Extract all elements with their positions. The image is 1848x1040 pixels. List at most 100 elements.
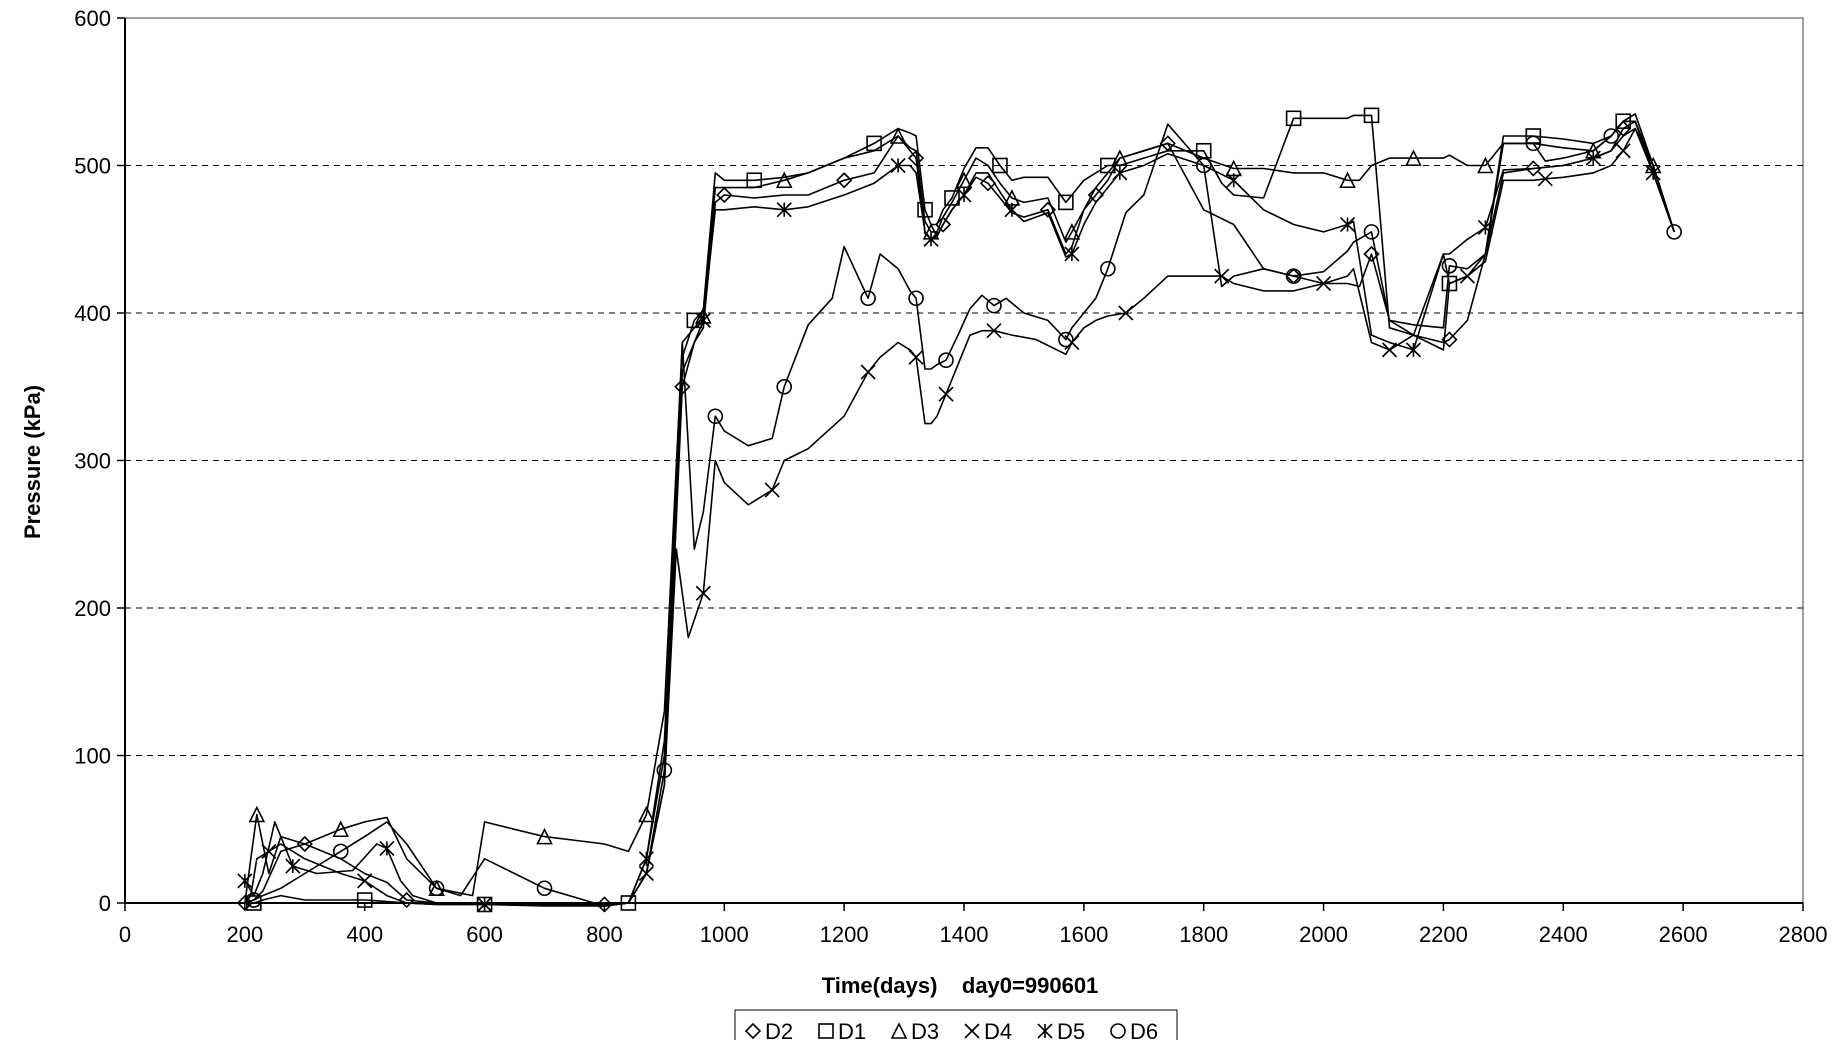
x-tick-label: 2400 [1539,922,1588,947]
legend-entry-D5: D5 [1037,1019,1085,1040]
x-tick-label: 1800 [1179,922,1228,947]
data-point-D4 [1118,305,1134,321]
series-line-D1 [244,113,1675,907]
data-point-D2 [836,172,853,189]
y-tick-label: 500 [74,154,111,179]
series-D6 [244,120,1682,908]
data-point-D1 [1363,107,1380,124]
y-tick-label: 600 [74,6,111,31]
y-tick-label: 0 [99,891,111,916]
x-tick-label: 200 [226,922,263,947]
y-tick-label: 300 [74,449,111,474]
series-line-D5 [244,127,1675,907]
data-point-D5 [379,840,395,856]
data-point-D4 [1316,275,1332,292]
data-point-D6 [332,843,349,860]
data-point-D1 [992,157,1008,174]
legend: D2 D1 D3 D4 D5 D6 [734,1009,1178,1040]
data-point-D6 [1666,224,1682,240]
legend-box [734,1009,1178,1040]
series-line-D3 [244,120,1675,904]
legend-label-D5: D5 [1057,1019,1085,1040]
x-tick-label: 2800 [1779,922,1828,947]
data-point-D3 [248,805,266,823]
data-point-D5 [1112,165,1128,181]
data-point-D1 [944,190,960,206]
data-point-D6 [986,297,1002,314]
x-axis-title: Time(days) day0=990601 [822,973,1099,998]
legend-label-D4: D4 [984,1019,1012,1040]
data-point-D6 [938,352,954,369]
y-axis-title: Pressure (kPa) [20,385,45,539]
legend-label-D3: D3 [911,1019,939,1040]
data-point-D4 [1615,143,1631,159]
legend-entry-D2: D2 [744,1019,793,1040]
data-point-D2 [674,378,691,395]
data-point-D6 [1363,224,1380,240]
x-tick-label: 1600 [1059,922,1108,947]
legend-entry-D3: D3 [890,1019,939,1040]
data-point-D5 [1064,246,1080,262]
series-D5 [237,127,1675,913]
y-tick-label: 100 [74,744,111,769]
data-point-D2 [398,891,415,909]
x-tick-label: 2000 [1299,922,1348,947]
data-point-D6 [1441,257,1458,274]
data-point-D1 [1441,275,1458,292]
data-point-D3 [1477,156,1494,174]
data-point-D3 [1063,223,1081,240]
data-point-D6 [1195,157,1212,174]
series-D2 [236,120,1675,913]
data-point-D6 [1603,128,1620,144]
series-D3 [244,120,1675,904]
data-point-D1 [620,895,637,911]
data-point-D5 [923,231,939,247]
legend-marker-D4 [964,1023,980,1039]
data-point-D2 [596,896,613,913]
data-point-D6 [776,378,793,395]
y-tick-label: 200 [74,596,111,621]
legend-entry-D6: D6 [1110,1019,1158,1040]
data-point-D5 [890,157,906,174]
data-point-D2 [716,186,733,204]
x-tick-label: 800 [586,922,623,947]
data-point-D5 [695,312,711,328]
data-point-D1 [1285,110,1302,127]
data-point-D5 [1405,342,1422,358]
data-point-D6 [908,290,924,307]
data-point-D4 [1381,342,1398,358]
data-point-D2 [1525,160,1542,177]
x-tick-label: 1400 [940,922,989,947]
legend-entry-D4: D4 [964,1019,1012,1040]
x-tick-label: 600 [466,922,503,947]
data-point-D6 [428,880,445,897]
data-point-D3 [1111,149,1129,166]
data-point-D6 [246,892,262,908]
data-point-D5 [285,858,301,874]
data-point-D5 [638,851,654,867]
x-tick-label: 2600 [1659,922,1708,947]
data-point-D5 [237,873,253,889]
legend-marker-D3 [890,1022,908,1039]
x-tick-label: 400 [346,922,383,947]
data-point-D2 [907,149,925,167]
data-point-D3 [1339,171,1356,189]
data-point-D5 [1004,202,1020,218]
y-tick-label: 400 [74,301,111,326]
legend-label-D6: D6 [1130,1019,1158,1040]
data-point-D4 [695,585,711,601]
legend-marker-D6 [1110,1023,1126,1039]
data-point-D3 [536,827,553,845]
legend-marker-D5 [1037,1023,1053,1039]
data-point-D4 [1214,268,1230,284]
data-point-D4 [1459,268,1475,284]
data-point-D6 [1525,135,1542,152]
legend-label-D1: D1 [838,1019,866,1040]
legend-marker-D1 [818,1023,834,1039]
axis-ticks: 0 100 200 300 400 500 600 0 200 400 600 800 1000 1200… [74,6,1827,947]
data-point-D6 [1100,260,1116,277]
data-point-D4 [357,873,373,889]
data-point-D4 [860,364,876,380]
data-point-D3 [889,127,907,144]
